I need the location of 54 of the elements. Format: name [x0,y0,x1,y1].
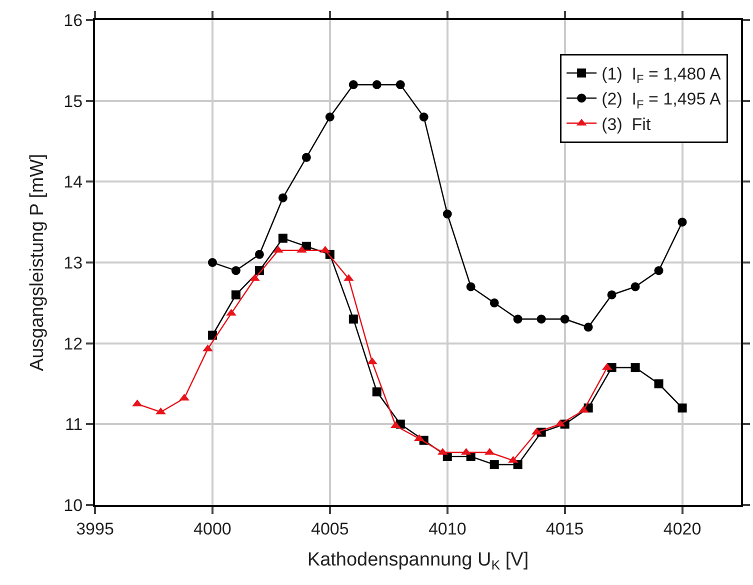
point [584,322,593,332]
point [325,112,334,122]
point [254,250,264,259]
point [490,298,499,308]
point [630,282,640,292]
y-tick-label: 13 [64,253,83,272]
point [231,290,240,300]
point [372,387,382,396]
point [226,308,236,316]
point [348,80,358,90]
point [678,404,687,412]
point [466,282,476,292]
y-tick-label: 12 [64,334,83,354]
legend-label: (3) Fit [602,114,651,134]
point [396,80,405,90]
point [208,258,217,267]
point [132,399,142,406]
x-tick-label: 4010 [428,519,466,538]
point [630,363,640,372]
legend-label: (2) I$_{F}$ = 1,495 A [602,90,722,112]
point [536,314,546,324]
x-tick-label: 4020 [663,519,702,538]
point [348,314,358,324]
point [442,210,452,218]
point [231,266,240,276]
y-axis-title: Ausgangsleistung P [mW] [27,154,48,372]
point [654,379,664,388]
point [607,290,616,300]
point [278,193,288,202]
point [678,218,687,227]
x-tick-label: 3995 [76,519,114,538]
point [273,246,284,253]
point [372,80,382,90]
x-axis-title: Kathodenspannung U$_{K}$ [V] [307,550,529,573]
y-tick-label: 10 [64,496,83,515]
x-tick-label: 4005 [310,519,349,538]
x-tick-label: 4015 [546,519,584,538]
x-tick-label: 4000 [194,519,232,538]
y-tick-label: 15 [64,92,83,111]
point [320,246,330,253]
point [490,460,499,470]
point [202,344,213,352]
point [560,314,570,324]
y-tick-label: 14 [64,172,83,192]
point [654,266,664,276]
point [419,112,428,122]
y-tick-label: 16 [64,10,83,30]
point [278,234,288,243]
y-tick-label: 11 [64,415,83,434]
legend-label: (1) I$_{F}$ = 1,480 A [602,64,722,86]
point [513,314,522,324]
point [296,246,307,253]
point [179,394,190,401]
point [302,152,311,162]
